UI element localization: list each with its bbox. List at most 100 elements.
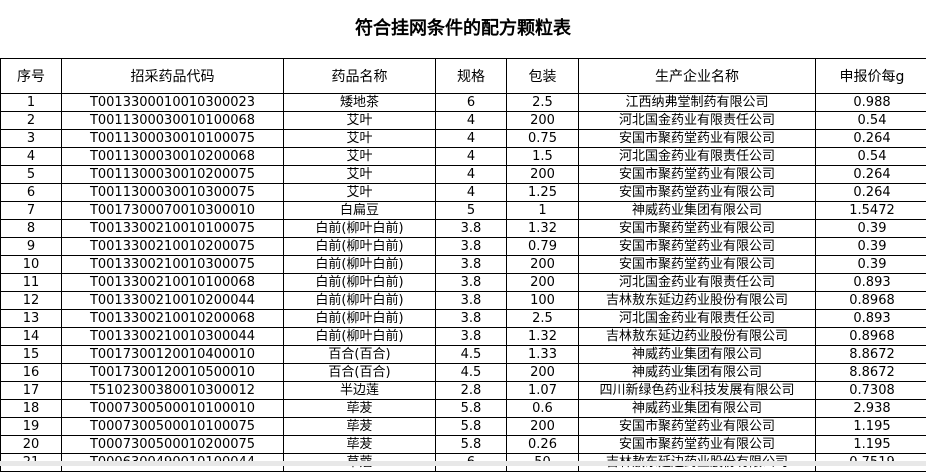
col-manufacturer-cell[interactable]: 江西纳弗堂制药有限公司	[579, 94, 816, 112]
col-spec-cell[interactable]: 3.8	[436, 256, 507, 274]
col-package-cell[interactable]: 0.75	[507, 130, 579, 148]
col-index-cell[interactable]: 5	[1, 166, 62, 184]
col-index-cell[interactable]: 1	[1, 94, 62, 112]
col-spec-cell[interactable]: 4.5	[436, 346, 507, 364]
col-manufacturer-cell[interactable]: 吉林敖东延边药业股份有限公司	[579, 328, 816, 346]
col-spec-cell[interactable]: 3.8	[436, 274, 507, 292]
col-code-cell[interactable]: T0013300210010300044	[62, 328, 284, 346]
col-manufacturer-cell[interactable]: 四川新绿色药业科技发展有限公司	[579, 382, 816, 400]
col-code-cell[interactable]: T0017300120010500010	[62, 364, 284, 382]
col-price-cell[interactable]: 8.8672	[816, 346, 926, 364]
col-package-cell[interactable]: 0.79	[507, 238, 579, 256]
col-manufacturer-cell[interactable]: 安国市聚药堂药业有限公司	[579, 436, 816, 454]
col-drug-name-cell[interactable]: 艾叶	[284, 184, 436, 202]
col-code-cell[interactable]: T0011300030010200075	[62, 166, 284, 184]
col-manufacturer-cell[interactable]: 吉林敖东延边药业股份有限公司	[579, 292, 816, 310]
col-drug-name-cell[interactable]: 荜茇	[284, 400, 436, 418]
col-price-cell[interactable]: 1.195	[816, 418, 926, 436]
col-drug-name-cell[interactable]: 白扁豆	[284, 202, 436, 220]
col-code-cell[interactable]: T0013300010010300023	[62, 94, 284, 112]
col-code-cell[interactable]: T0013300210010200075	[62, 238, 284, 256]
col-drug-name-cell[interactable]: 百合(百合)	[284, 364, 436, 382]
col-spec-cell[interactable]: 3.8	[436, 238, 507, 256]
col-index-cell[interactable]: 9	[1, 238, 62, 256]
col-code-cell[interactable]: T0007300500010100010	[62, 400, 284, 418]
col-code-cell[interactable]: T0017300120010400010	[62, 346, 284, 364]
col-index-cell[interactable]: 17	[1, 382, 62, 400]
col-index-cell[interactable]: 7	[1, 202, 62, 220]
col-price-cell[interactable]: 0.39	[816, 238, 926, 256]
col-drug-name-cell[interactable]: 艾叶	[284, 166, 436, 184]
col-drug-name-cell[interactable]: 艾叶	[284, 112, 436, 130]
col-index-cell[interactable]: 10	[1, 256, 62, 274]
col-spec-cell[interactable]: 2.8	[436, 382, 507, 400]
col-manufacturer-cell[interactable]: 河北国金药业有限责任公司	[579, 148, 816, 166]
col-spec-cell[interactable]: 5.8	[436, 400, 507, 418]
col-spec-cell[interactable]: 4	[436, 112, 507, 130]
col-package-cell[interactable]: 0.6	[507, 400, 579, 418]
col-code-cell[interactable]: T0011300030010200068	[62, 148, 284, 166]
col-spec-cell[interactable]: 5.8	[436, 436, 507, 454]
col-drug-name-cell[interactable]: 白前(柳叶白前)	[284, 238, 436, 256]
col-code-cell[interactable]: T0017300070010300010	[62, 202, 284, 220]
col-package-cell[interactable]: 100	[507, 292, 579, 310]
col-index-cell[interactable]: 14	[1, 328, 62, 346]
col-price-cell[interactable]: 0.264	[816, 130, 926, 148]
col-index-cell[interactable]: 15	[1, 346, 62, 364]
col-package-cell[interactable]: 200	[507, 166, 579, 184]
col-drug-name-cell[interactable]: 白前(柳叶白前)	[284, 310, 436, 328]
horizontal-scrollbar[interactable]	[0, 461, 926, 466]
col-package-cell[interactable]: 1.33	[507, 346, 579, 364]
col-drug-name-cell[interactable]: 百合(百合)	[284, 346, 436, 364]
col-spec-cell[interactable]: 6	[436, 94, 507, 112]
col-code-cell[interactable]: T0013300210010200068	[62, 310, 284, 328]
col-index-cell[interactable]: 6	[1, 184, 62, 202]
col-index-cell[interactable]: 2	[1, 112, 62, 130]
col-price-cell[interactable]: 8.8672	[816, 364, 926, 382]
col-package-cell[interactable]: 200	[507, 364, 579, 382]
col-package-cell[interactable]: 1.5	[507, 148, 579, 166]
col-price-cell[interactable]: 0.264	[816, 184, 926, 202]
col-price-cell[interactable]: 0.54	[816, 148, 926, 166]
col-price-cell[interactable]: 0.39	[816, 220, 926, 238]
col-package-cell[interactable]: 200	[507, 418, 579, 436]
col-manufacturer-cell[interactable]: 河北国金药业有限责任公司	[579, 274, 816, 292]
col-manufacturer-cell[interactable]: 河北国金药业有限责任公司	[579, 112, 816, 130]
col-price-cell[interactable]: 0.7308	[816, 382, 926, 400]
col-manufacturer-cell[interactable]: 安国市聚药堂药业有限公司	[579, 418, 816, 436]
col-price-cell[interactable]: 0.54	[816, 112, 926, 130]
col-index-cell[interactable]: 18	[1, 400, 62, 418]
col-package-cell[interactable]: 2.5	[507, 310, 579, 328]
col-package-cell[interactable]: 1.25	[507, 184, 579, 202]
col-drug-name-cell[interactable]: 白前(柳叶白前)	[284, 292, 436, 310]
col-spec-cell[interactable]: 4.5	[436, 364, 507, 382]
col-code-cell[interactable]: T5102300380010300012	[62, 382, 284, 400]
col-spec-cell[interactable]: 5.8	[436, 418, 507, 436]
col-drug-name-cell[interactable]: 荜茇	[284, 418, 436, 436]
col-drug-name-cell[interactable]: 荜茇	[284, 436, 436, 454]
col-package-cell[interactable]: 1.32	[507, 220, 579, 238]
col-index-cell[interactable]: 4	[1, 148, 62, 166]
col-package-cell[interactable]: 1.32	[507, 328, 579, 346]
col-price-cell[interactable]: 2.938	[816, 400, 926, 418]
col-spec-cell[interactable]: 5	[436, 202, 507, 220]
col-manufacturer-cell[interactable]: 神威药业集团有限公司	[579, 202, 816, 220]
col-package-cell[interactable]: 200	[507, 112, 579, 130]
col-spec-cell[interactable]: 3.8	[436, 328, 507, 346]
col-manufacturer-cell[interactable]: 神威药业集团有限公司	[579, 346, 816, 364]
col-manufacturer-cell[interactable]: 安国市聚药堂药业有限公司	[579, 166, 816, 184]
col-drug-name-cell[interactable]: 白前(柳叶白前)	[284, 274, 436, 292]
col-manufacturer-cell[interactable]: 安国市聚药堂药业有限公司	[579, 184, 816, 202]
col-manufacturer-cell[interactable]: 神威药业集团有限公司	[579, 364, 816, 382]
col-index-cell[interactable]: 13	[1, 310, 62, 328]
col-code-cell[interactable]: T0007300500010100075	[62, 418, 284, 436]
col-manufacturer-cell[interactable]: 安国市聚药堂药业有限公司	[579, 256, 816, 274]
col-code-cell[interactable]: T0013300210010100075	[62, 220, 284, 238]
col-manufacturer-cell[interactable]: 安国市聚药堂药业有限公司	[579, 130, 816, 148]
col-code-cell[interactable]: T0013300210010100068	[62, 274, 284, 292]
col-code-cell[interactable]: T0011300030010100068	[62, 112, 284, 130]
col-manufacturer-cell[interactable]: 安国市聚药堂药业有限公司	[579, 220, 816, 238]
col-code-cell[interactable]: T0007300500010200075	[62, 436, 284, 454]
col-code-cell[interactable]: T0013300210010200044	[62, 292, 284, 310]
col-index-cell[interactable]: 11	[1, 274, 62, 292]
